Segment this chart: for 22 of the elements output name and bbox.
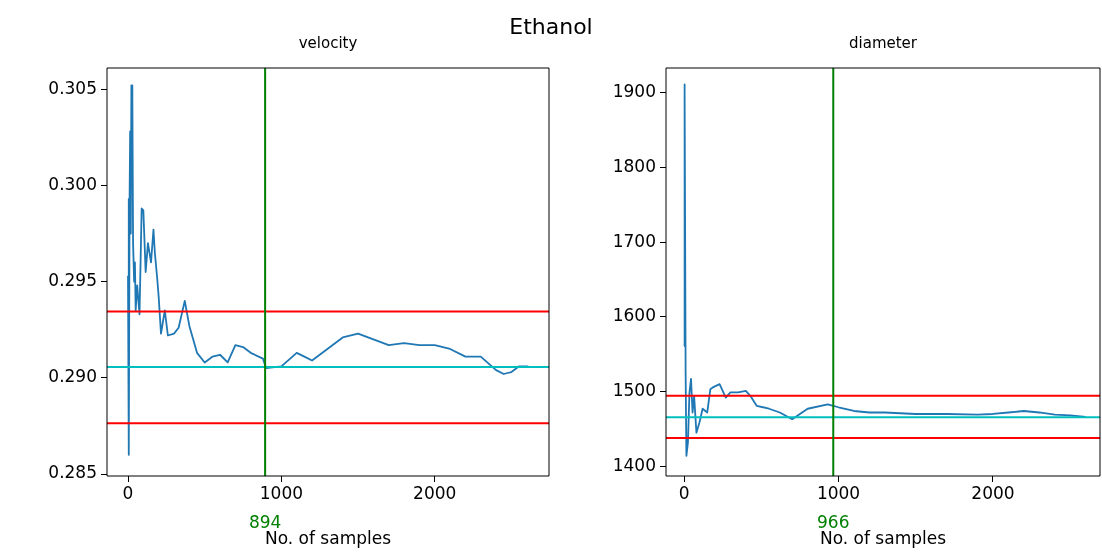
y-tick-label: 0.290 <box>48 366 97 387</box>
x-tick-label: 1000 <box>259 482 304 503</box>
x-tick-label: 2000 <box>413 482 457 503</box>
y-tick-label: 0.300 <box>48 173 97 194</box>
y-tick-label: 1500 <box>612 379 656 400</box>
y-tick-label: 1800 <box>612 155 656 176</box>
y-tick-label: 1900 <box>612 81 656 102</box>
x-axis-title: No. of samples <box>818 528 948 548</box>
x-tick-label: 0 <box>122 482 134 503</box>
chart-title: diameter <box>848 34 918 52</box>
y-tick-label: 0.285 <box>48 462 97 483</box>
y-tick-label: 0.295 <box>48 270 97 291</box>
y-tick-label: 1600 <box>612 305 656 326</box>
x-tick-label: 0 <box>678 482 690 503</box>
chart-title: velocity <box>298 34 358 52</box>
y-tick-label: 1400 <box>612 454 656 475</box>
x-axis-title: No. of samples <box>263 528 393 548</box>
text: Ethanol <box>509 14 593 39</box>
y-tick-label: 1700 <box>612 230 656 251</box>
x-tick-label: 2000 <box>971 482 1015 503</box>
y-tick-label: 0.305 <box>48 77 97 98</box>
x-tick-label: 1000 <box>816 482 861 503</box>
